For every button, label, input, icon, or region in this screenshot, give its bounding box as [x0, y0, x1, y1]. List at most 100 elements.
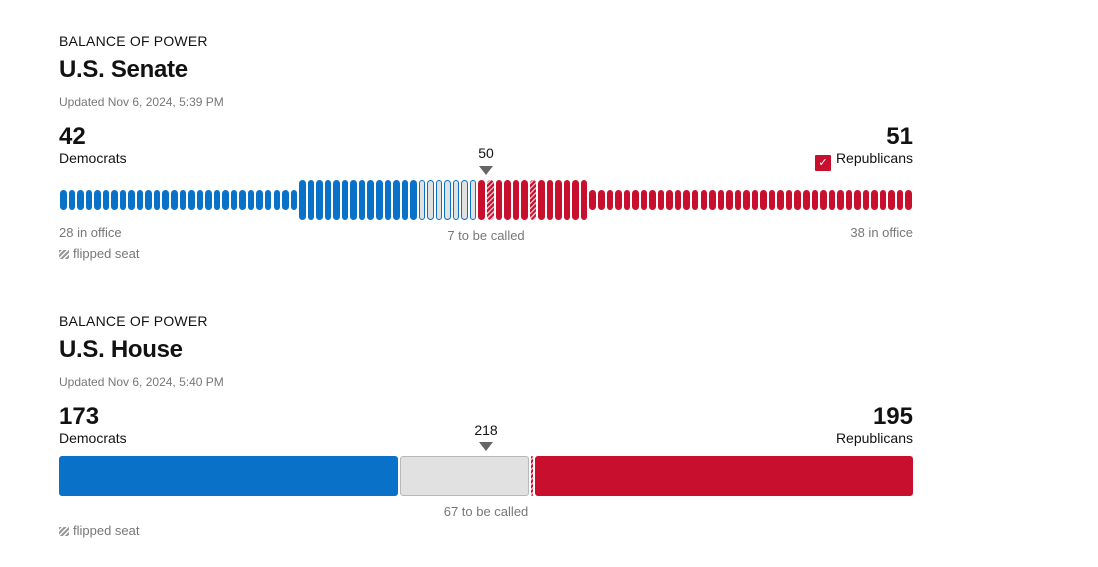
senate-uncalled-label: 7 to be called [447, 228, 525, 243]
senate-seat-dem-office [179, 190, 187, 210]
senate-rep-total: 51 [886, 123, 913, 150]
senate-seat-rep-office [657, 190, 665, 210]
senate-seat-rep-office [837, 190, 844, 210]
senate-seat-dem-office [188, 190, 195, 210]
senate-seat-rep-office [811, 190, 819, 210]
senate-seat-dem-office [264, 190, 272, 210]
senate-seat-rep-office [726, 190, 733, 210]
senate-seat-dem-office [153, 190, 161, 210]
senate-updated: Updated Nov 6, 2024, 5:39 PM [59, 95, 224, 109]
senate-seat-rep-office [854, 190, 861, 210]
senate-seat-rep-office [734, 190, 742, 210]
senate-seat-rep-won [504, 180, 511, 220]
senate-seat-rep-office [768, 190, 776, 210]
senate-seat-dem-office [94, 190, 101, 210]
senate-seat-dem-office [230, 190, 238, 210]
senate-seat-rep-office [751, 190, 759, 210]
senate-seat-uncalled [469, 180, 477, 220]
senate-seat-dem-office [60, 190, 67, 210]
senate-seat-dem-won [358, 180, 366, 220]
senate-seat-rep-office [606, 190, 614, 210]
flipped-legend-label: flipped seat [73, 246, 140, 261]
senate-seat-rep-office [683, 190, 690, 210]
senate-seat-rep-won [478, 180, 485, 220]
senate-seat-dem-office [273, 190, 281, 210]
house-updated: Updated Nov 6, 2024, 5:40 PM [59, 375, 224, 389]
senate-seat-rep-office [862, 190, 870, 210]
senate-seat-dem-office [205, 190, 212, 210]
senate-seat-rep-office [649, 190, 656, 210]
senate-seat-rep-office [794, 190, 801, 210]
senate-seat-dem-office [247, 190, 255, 210]
senate-rep-label: Republicans [835, 150, 913, 166]
house-title: U.S. House [59, 336, 183, 363]
senate-seat-rep-office [871, 190, 878, 210]
senate-seat-rep-office [896, 190, 904, 210]
senate-seat-rep-won [521, 180, 528, 220]
senate-seat-uncalled [418, 180, 426, 220]
house-bar-rep [535, 456, 913, 496]
senate-seat-rep-office [623, 190, 631, 210]
senate-seat-rep-won-flipped [487, 180, 494, 220]
senate-seat-rep-office [717, 190, 725, 210]
senate-seat-rep-office [760, 190, 767, 210]
senate-seat-rep-office [598, 190, 605, 210]
house-bar-dem [59, 456, 398, 496]
senate-seat-dem-office [68, 190, 76, 210]
senate-title: U.S. Senate [59, 56, 188, 83]
senate-seat-rep-office [632, 190, 639, 210]
senate-seat-dem-office [136, 190, 144, 210]
senate-seat-dem-won [367, 180, 374, 220]
senate-seat-dem-office [102, 190, 110, 210]
senate-seat-dem-won [384, 180, 392, 220]
house-dem-total: 173 [59, 403, 100, 430]
senate-seat-dem-won [324, 180, 332, 220]
senate-seat-uncalled [427, 180, 434, 220]
senate-seat-rep-won [580, 180, 588, 220]
senate-seat-rep-won [572, 180, 579, 220]
senate-seat-dem-won [350, 180, 357, 220]
house-rep-label: Republicans [835, 430, 913, 446]
senate-seat-rep-office [589, 190, 596, 210]
senate-dem-total: 42 [59, 123, 86, 150]
senate-seat-rep-office [828, 190, 836, 210]
house-flipped-legend: flipped seat [59, 523, 140, 538]
senate-seat-dem-office [128, 190, 135, 210]
flipped-legend-label: flipped seat [73, 523, 140, 538]
senate-seat-uncalled [435, 180, 443, 220]
senate-seat-dem-office [171, 190, 178, 210]
senate-seat-rep-won [495, 180, 503, 220]
hatch-icon [59, 250, 69, 259]
senate-majority-label: 50 [478, 145, 494, 161]
senate-seat-rep-office [691, 190, 699, 210]
senate-seat-uncalled [461, 180, 468, 220]
senate-seat-dem-office [256, 190, 263, 210]
senate-dem-in-office: 28 in office [59, 225, 122, 240]
senate-majority-marker-icon [479, 166, 493, 175]
senate-seat-rep-office [820, 190, 827, 210]
house-dem-label: Democrats [59, 430, 127, 446]
senate-seat-rep-office [905, 190, 912, 210]
senate-seat-uncalled [444, 180, 451, 220]
senate-seat-dem-won [333, 180, 340, 220]
senate-seat-dem-won [299, 180, 306, 220]
senate-seat-rep-won [546, 180, 554, 220]
senate-seat-dem-office [222, 190, 229, 210]
senate-kicker: BALANCE OF POWER [59, 33, 208, 49]
senate-seat-rep-won [512, 180, 520, 220]
senate-seat-rep-office [700, 190, 708, 210]
senate-seat-dem-won [375, 180, 383, 220]
senate-seat-dem-office [119, 190, 127, 210]
senate-seat-dem-office [145, 190, 152, 210]
senate-seat-dem-office [162, 190, 169, 210]
senate-seat-dem-office [213, 190, 221, 210]
senate-seat-dem-office [239, 190, 246, 210]
house-section: BALANCE OF POWER U.S. House Updated Nov … [59, 313, 913, 553]
house-majority-label: 218 [474, 422, 498, 438]
senate-seat-dem-won [341, 180, 349, 220]
house-kicker: BALANCE OF POWER [59, 313, 208, 329]
house-uncalled-label: 67 to be called [443, 504, 529, 519]
senate-seat-rep-office [879, 190, 887, 210]
senate-seat-dem-office [282, 190, 289, 210]
